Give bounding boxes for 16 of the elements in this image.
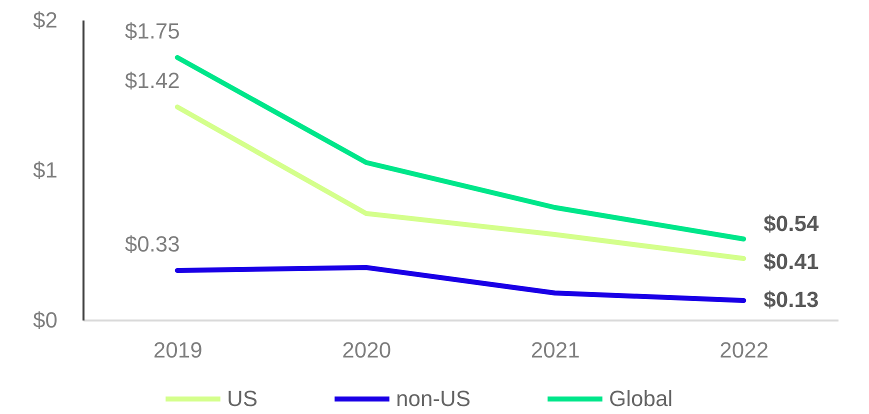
data-label: $0.54 — [764, 211, 820, 236]
data-label: $0.41 — [764, 249, 819, 274]
legend-label: US — [227, 386, 258, 411]
legend-label: Global — [609, 386, 673, 411]
data-label: $1.42 — [124, 68, 180, 93]
x-tick-label: 2019 — [153, 338, 202, 362]
y-tick-label: $1 — [33, 158, 58, 182]
x-tick-label: 2020 — [342, 338, 392, 362]
y-tick-label: $0 — [33, 308, 58, 332]
data-label: $1.75 — [124, 18, 180, 44]
data-label: $0.13 — [764, 287, 819, 312]
y-tick-label: $2 — [33, 8, 58, 32]
legend-label: non-US — [396, 386, 471, 411]
data-label: $0.33 — [124, 232, 180, 256]
x-tick-label: 2021 — [530, 338, 580, 362]
x-tick-label: 2022 — [720, 338, 769, 362]
